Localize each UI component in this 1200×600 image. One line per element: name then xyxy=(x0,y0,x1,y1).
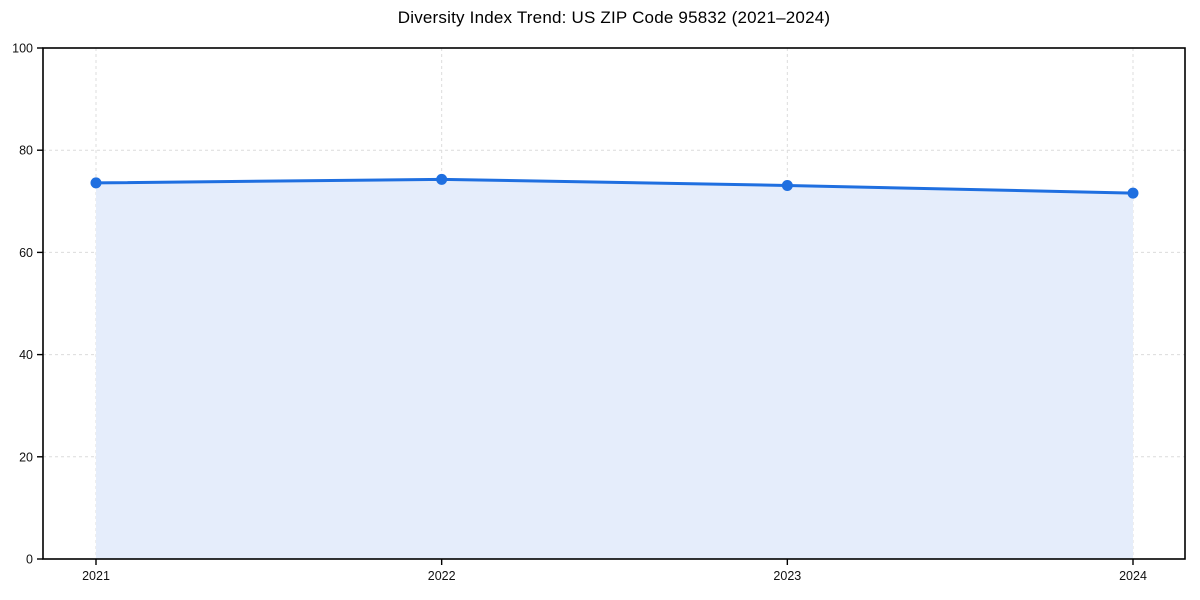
data-point-2021 xyxy=(90,177,102,189)
trend-line xyxy=(94,177,1135,195)
data-point-2023 xyxy=(781,179,793,191)
area-fill xyxy=(96,179,1133,559)
y-tick-label: 20 xyxy=(19,450,33,464)
x-tick-label: 2022 xyxy=(428,569,456,583)
y-tick-label: 80 xyxy=(19,144,33,158)
y-tick-label: 60 xyxy=(19,246,33,260)
data-point-2022 xyxy=(436,173,448,185)
x-tick-label: 2024 xyxy=(1119,569,1147,583)
x-tick-label: 2023 xyxy=(773,569,801,583)
x-tick-label: 2021 xyxy=(82,569,110,583)
chart-title: Diversity Index Trend: US ZIP Code 95832… xyxy=(397,8,831,27)
plot-border xyxy=(42,47,1186,560)
data-point-2024 xyxy=(1127,187,1139,199)
y-tick-label: 40 xyxy=(19,348,33,362)
y-tick-label: 0 xyxy=(26,553,33,567)
y-tick-label: 100 xyxy=(12,42,33,56)
